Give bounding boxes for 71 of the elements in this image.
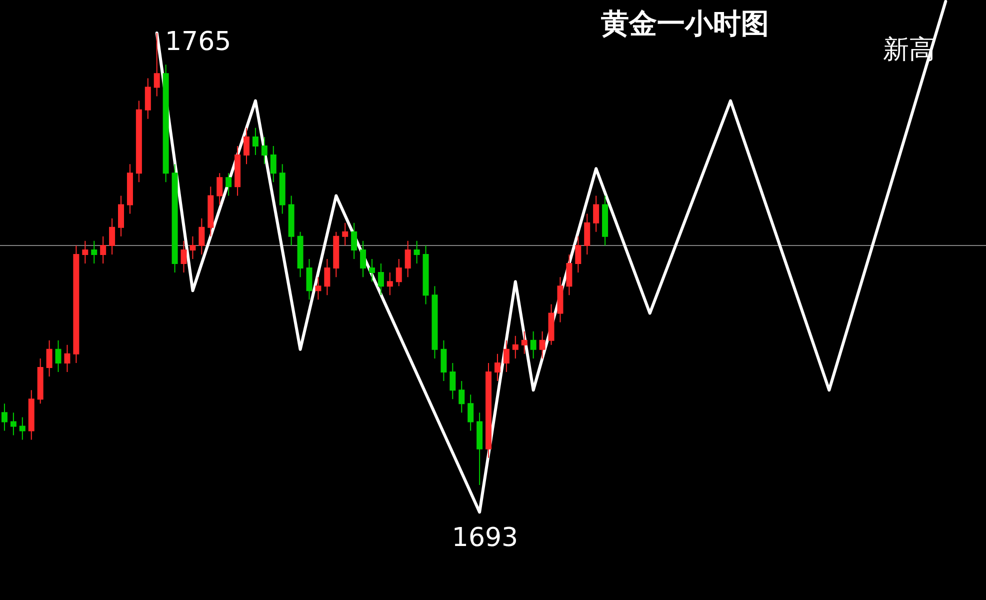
candlestick	[55, 340, 62, 372]
candlestick	[378, 263, 384, 296]
candlestick	[64, 344, 70, 372]
candlestick	[512, 335, 518, 359]
candlestick	[306, 258, 312, 300]
candlestick	[37, 358, 44, 404]
candlestick	[315, 276, 322, 300]
candlestick	[126, 164, 133, 214]
candlestick	[226, 172, 232, 196]
candlestick	[414, 240, 420, 264]
candlestick	[73, 244, 80, 364]
candlestick	[593, 195, 600, 232]
candlestick	[458, 380, 465, 414]
candlestick	[46, 340, 52, 378]
candlestick	[422, 244, 429, 305]
candlestick	[180, 240, 187, 274]
text: 1693	[452, 523, 518, 553]
candlestick	[468, 394, 474, 432]
candlestick	[548, 304, 554, 346]
candlestick	[476, 412, 483, 486]
candlestick	[324, 258, 330, 296]
candlestick	[198, 218, 205, 255]
candlestick	[486, 362, 492, 458]
candlestick	[566, 254, 572, 296]
candlestick	[1, 403, 8, 432]
candlestick	[494, 353, 500, 382]
candlestick	[91, 240, 98, 264]
candlestick	[136, 100, 142, 183]
candlestick	[333, 231, 340, 278]
candlestick	[539, 330, 546, 359]
candlestick	[261, 136, 268, 165]
candlestick	[503, 340, 510, 372]
candlestick	[270, 146, 276, 183]
annotation: 1765	[165, 27, 232, 57]
candlestick	[252, 127, 258, 156]
candlestick	[19, 416, 26, 440]
candlestick	[279, 164, 286, 214]
candlestick	[190, 236, 196, 260]
candlestick	[297, 231, 304, 278]
candlestick	[557, 276, 564, 323]
candlestick	[144, 78, 151, 120]
candlestick	[360, 240, 366, 278]
candlestick	[216, 172, 223, 206]
candlestick	[342, 222, 348, 246]
chart-title: 黄金一小时图	[600, 7, 769, 40]
candlestick	[386, 272, 393, 296]
candlestick	[440, 340, 447, 382]
candlestick	[244, 127, 250, 165]
candlestick	[396, 258, 402, 287]
candlestick	[82, 240, 88, 264]
candlestick	[432, 286, 438, 359]
candlestick	[28, 390, 34, 440]
candlestick	[575, 236, 582, 274]
candlestick	[584, 213, 590, 255]
candlestick	[450, 362, 456, 400]
candlestick	[208, 186, 214, 237]
candlestick	[100, 236, 106, 264]
candlestick	[10, 412, 16, 436]
candlestick	[172, 164, 178, 274]
candlestick	[351, 222, 358, 260]
candlestick	[154, 32, 160, 97]
candlestick	[234, 146, 241, 196]
candlestick	[368, 258, 375, 282]
candlestick	[162, 64, 169, 183]
candlestick	[521, 330, 528, 354]
candlestick	[109, 218, 116, 255]
candlestick	[530, 330, 536, 359]
candlestick	[288, 195, 294, 246]
candlestick	[404, 240, 411, 278]
candlestick	[118, 195, 124, 237]
candlestick	[602, 195, 608, 246]
